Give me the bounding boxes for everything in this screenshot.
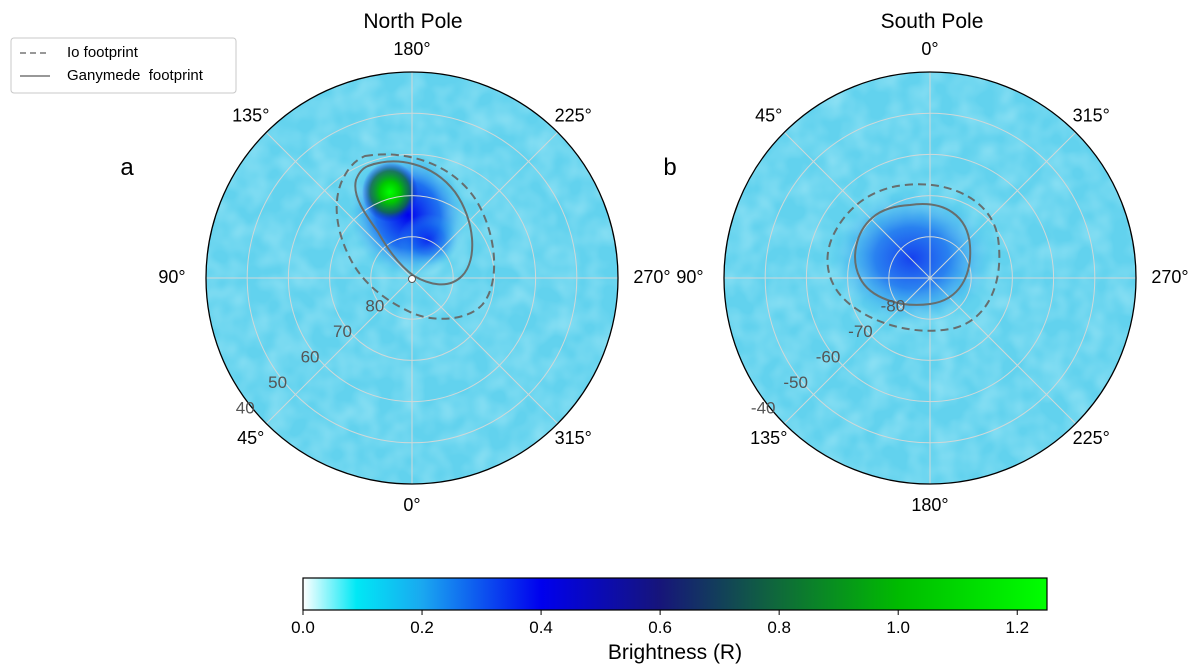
north-pole-title: North Pole <box>363 10 462 33</box>
north-grid-spoke <box>411 131 559 279</box>
south-grid-spoke <box>783 277 931 425</box>
colorbar-tick-label: 1.0 <box>886 618 910 637</box>
ganymede-footprint-south <box>854 203 972 306</box>
south-longitude-label: 225° <box>1073 428 1110 448</box>
colorbar: 0.0 0.2 0.4 0.6 0.8 1.0 1.2 Brightness (R) <box>291 577 1048 664</box>
south-latitude-label: -50 <box>783 373 808 392</box>
panel-letter-b: b <box>663 154 676 181</box>
north-pole-marker <box>408 275 416 283</box>
south-pole-title: South Pole <box>881 10 984 33</box>
north-longitude-labels: 180° 225° 270° 315° 0° 45° 90° 135° <box>158 39 670 515</box>
north-latitude-label: 80 <box>365 297 384 316</box>
south-longitude-label: 135° <box>750 428 787 448</box>
south-latitude-label: -60 <box>816 347 841 366</box>
north-longitude-label: 315° <box>555 428 592 448</box>
south-latitude-label: -80 <box>881 297 906 316</box>
north-latitude-label: 60 <box>301 347 320 366</box>
legend: Io footprint Ganymede footprint <box>10 37 237 94</box>
legend-box <box>10 37 237 94</box>
north-longitude-label: 135° <box>232 106 269 126</box>
panel-letter-a: a <box>120 154 134 181</box>
south-grid-ring <box>888 236 972 320</box>
south-grid-spoke <box>929 131 1077 279</box>
colorbar-ticks: 0.0 0.2 0.4 0.6 0.8 1.0 1.2 <box>291 610 1029 637</box>
south-grid-spoke <box>783 131 931 279</box>
south-latitude-label: -40 <box>751 398 776 417</box>
north-pole-outline <box>205 71 619 485</box>
legend-label-io: Io footprint <box>67 44 139 61</box>
south-latitude-label: -70 <box>848 322 873 341</box>
north-longitude-label: 0° <box>403 495 420 515</box>
colorbar-tick-label: 0.0 <box>291 618 315 637</box>
colorbar-tick-label: 1.2 <box>1005 618 1029 637</box>
south-grid-ring <box>805 153 1055 403</box>
south-pole-outline <box>723 71 1137 485</box>
north-latitude-label: 50 <box>268 373 287 392</box>
south-longitude-label: 315° <box>1073 106 1110 126</box>
north-grid-ring <box>246 112 578 444</box>
north-longitude-label: 45° <box>237 428 264 448</box>
north-longitude-label: 180° <box>393 39 430 59</box>
north-latitude-label: 40 <box>236 398 255 417</box>
north-grid-spoke <box>411 277 559 425</box>
north-grid-ring <box>287 153 537 403</box>
north-grid-spoke <box>265 277 413 425</box>
south-grid-ring <box>847 195 1013 361</box>
north-grid-ring <box>329 195 495 361</box>
south-grid-spoke <box>929 277 1077 425</box>
north-latitude-labels: 80 70 60 50 40 <box>236 297 385 418</box>
north-grid-ring <box>370 236 454 320</box>
north-latitude-label: 70 <box>333 322 352 341</box>
north-pole-grid <box>206 72 618 484</box>
colorbar-tick-label: 0.6 <box>648 618 672 637</box>
south-longitude-label: 45° <box>755 106 782 126</box>
north-longitude-label: 90° <box>158 267 185 287</box>
io-footprint-south <box>826 183 1001 332</box>
north-pole-map <box>206 72 618 484</box>
legend-label-ganymede: Ganymede footprint <box>67 67 204 84</box>
south-longitude-label: 180° <box>911 495 948 515</box>
panel-south-pole: South Pole b 0° 315° 270° 225° 180° 135° 90° 45… <box>663 10 1188 515</box>
south-grid-ring <box>764 112 1096 444</box>
colorbar-gradient <box>303 578 1047 610</box>
south-longitude-label: 270° <box>1151 267 1188 287</box>
north-longitude-label: 225° <box>555 106 592 126</box>
io-footprint-north <box>335 153 496 320</box>
south-longitude-label: 90° <box>676 267 703 287</box>
ganymede-footprint-north <box>354 160 474 286</box>
colorbar-tick-label: 0.8 <box>767 618 791 637</box>
south-pole-map <box>724 72 1136 484</box>
north-longitude-label: 270° <box>633 267 670 287</box>
colorbar-tick-label: 0.2 <box>410 618 434 637</box>
north-brightness-peak <box>362 162 418 222</box>
colorbar-frame <box>302 577 1048 611</box>
south-pole-grid <box>724 72 1136 484</box>
colorbar-tick-label: 0.4 <box>529 618 553 637</box>
south-longitude-label: 0° <box>921 39 938 59</box>
north-grid-spoke <box>265 131 413 279</box>
panel-north-pole: North Pole a 180° 225° 270° 315° 0° 45° 90° 135… <box>120 10 670 515</box>
colorbar-label: Brightness (R) <box>608 641 742 664</box>
south-latitude-labels: -80 -70 -60 -50 -40 <box>751 297 905 418</box>
south-longitude-labels: 0° 315° 270° 225° 180° 135° 90° 45° <box>676 39 1188 515</box>
